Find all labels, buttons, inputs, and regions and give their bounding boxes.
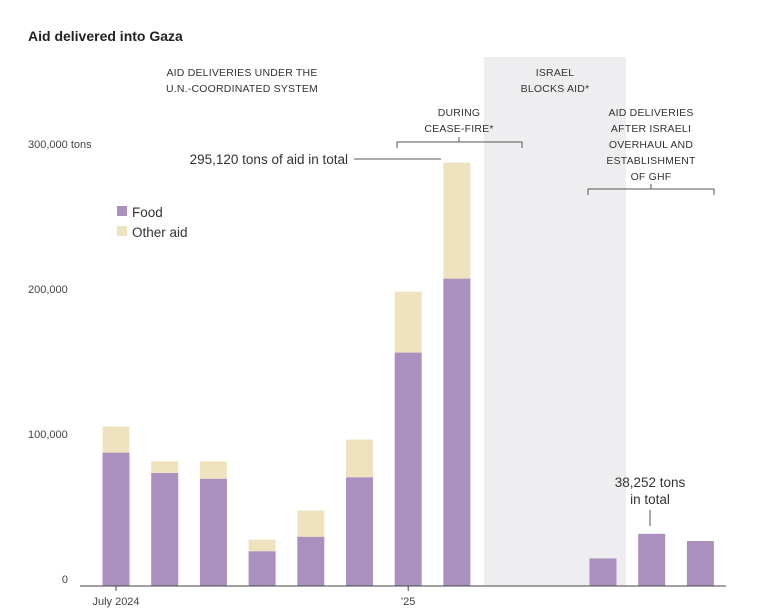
legend-label-food: Food xyxy=(132,205,163,220)
chart-title: Aid delivered into Gaza xyxy=(28,28,183,44)
bar-food xyxy=(638,533,666,586)
x-axis: July 2024 '25 xyxy=(92,586,415,608)
annotation-ghf-line5: OF GHF xyxy=(631,171,672,183)
bar-food xyxy=(443,278,471,586)
bar-other-aid xyxy=(346,439,373,478)
annotation-total-ghf-line1: 38,252 tons xyxy=(615,475,686,490)
annotation-un-system-line1: AID DELIVERIES UNDER THE xyxy=(166,67,317,79)
x-tick-label: July 2024 xyxy=(92,596,139,608)
bar-food xyxy=(297,536,325,586)
annotation-ghf-line1: AID DELIVERIES xyxy=(608,107,693,119)
bar-other-aid xyxy=(297,510,325,537)
annotation-israel-blocks-line2: BLOCKS AID* xyxy=(521,83,590,95)
bar-other-aid xyxy=(102,426,130,453)
bar-food xyxy=(346,477,373,586)
annotation-ghf-line4: ESTABLISHMENT xyxy=(606,155,696,167)
legend-label-other-aid: Other aid xyxy=(132,225,188,240)
ceasefire-bracket xyxy=(396,137,523,148)
bar-food xyxy=(102,452,130,586)
y-axis-labels: 0 100,000 200,000 300,000 tons xyxy=(28,139,92,586)
bar-other-aid xyxy=(151,461,179,473)
annotation-ceasefire-line2: CEASE-FIRE* xyxy=(424,123,493,135)
legend-swatch-other-aid xyxy=(117,226,127,236)
annotation-total-ghf-line2: in total xyxy=(630,492,670,507)
bar-food xyxy=(199,478,227,586)
bar-other-aid xyxy=(443,162,471,279)
y-tick-label: 0 xyxy=(62,574,68,586)
bars xyxy=(102,162,714,586)
bar-food xyxy=(394,352,422,586)
bar-food xyxy=(589,558,617,586)
israel-blocks-aid-shade xyxy=(484,57,626,586)
bar-other-aid xyxy=(248,539,276,552)
bar-other-aid xyxy=(199,461,227,479)
y-tick-label: 200,000 xyxy=(28,284,68,296)
y-tick-label: 300,000 tons xyxy=(28,139,92,151)
bar-food xyxy=(686,541,714,586)
x-tick-label: '25 xyxy=(401,596,415,608)
annotation-un-system-line2: U.N.-COORDINATED SYSTEM xyxy=(166,83,318,95)
annotation-ceasefire-line1: DURING xyxy=(438,107,481,119)
bar-food xyxy=(248,551,276,586)
annotation-ghf-line2: AFTER ISRAELI xyxy=(611,123,691,135)
annotation-ghf-line3: OVERHAUL AND xyxy=(609,139,693,151)
annotation-total-un: 295,120 tons of aid in total xyxy=(190,152,348,167)
legend-swatch-food xyxy=(117,206,127,216)
ghf-bracket xyxy=(587,184,715,195)
annotation-israel-blocks-line1: ISRAEL xyxy=(536,67,575,79)
bar-other-aid xyxy=(394,291,422,353)
bar-food xyxy=(151,472,179,586)
y-tick-label: 100,000 xyxy=(28,429,68,441)
legend: Food Other aid xyxy=(117,205,188,240)
